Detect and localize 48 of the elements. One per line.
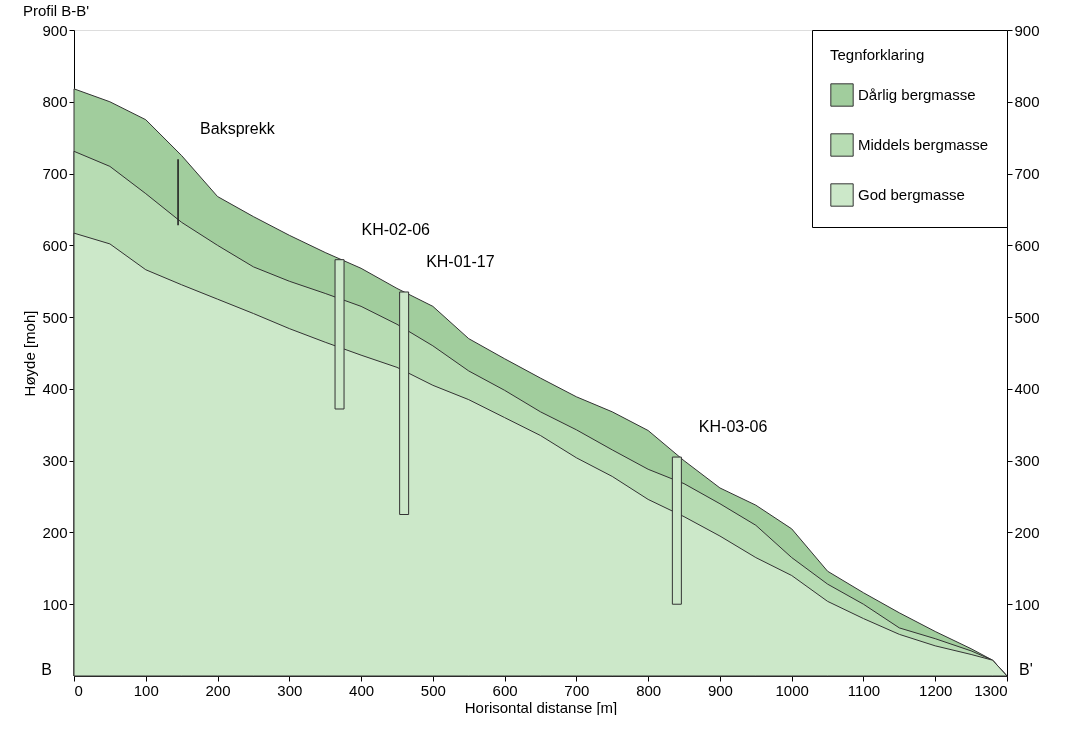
bar — [671, 456, 682, 605]
y-axis-title: Høyde [moh] — [21, 310, 39, 397]
y-tick-label: 100 — [42, 595, 68, 613]
x-tick-label: 900 — [707, 681, 733, 699]
y-tick-label: 800 — [42, 93, 68, 111]
legend-label: God bergmasse — [858, 186, 965, 203]
y2-tick-label: 100 — [1014, 595, 1040, 613]
x-tick-label: 800 — [636, 681, 662, 699]
y2-tick-label: 900 — [1014, 21, 1040, 39]
y-tick-label: 500 — [42, 308, 68, 326]
bar — [334, 259, 345, 410]
y2-tick-label: 500 — [1014, 308, 1040, 326]
x-tick-label: 100 — [133, 681, 159, 699]
y2-tick-label: 700 — [1014, 165, 1040, 183]
y-tick-label: 600 — [42, 236, 68, 254]
y-tick-label: 700 — [42, 165, 68, 183]
legend-label: Dårlig bergmasse — [858, 86, 976, 103]
x-tick-label: 1300 — [974, 681, 1008, 699]
x-axis-title: Horisontal distanse [m] — [464, 698, 618, 716]
annotation: KH-02-06 — [361, 220, 431, 238]
y2-tick-label: 300 — [1014, 452, 1040, 470]
y2-tick-label: 600 — [1014, 236, 1040, 254]
y2-tick-label: 200 — [1014, 523, 1040, 541]
y2-tick-label: 400 — [1014, 380, 1040, 398]
x-tick-label: 400 — [349, 681, 375, 699]
annotation: B — [41, 661, 52, 678]
annotation: KH-01-17 — [426, 252, 495, 270]
legend-title: Tegnforklaring — [830, 46, 925, 63]
annotation: KH-03-06 — [698, 418, 768, 436]
x-tick-label: 300 — [277, 681, 303, 699]
x-tick-label: 200 — [205, 681, 231, 699]
y2-tick-label: 800 — [1014, 93, 1040, 111]
y-tick-label: 300 — [42, 452, 68, 470]
annotation: Baksprekk — [200, 120, 276, 138]
y-tick-label: 900 — [42, 21, 68, 39]
legend-label: Middels bergmasse — [858, 136, 989, 153]
x-tick-label: 1000 — [775, 681, 809, 699]
x-tick-label: 0 — [74, 681, 83, 699]
bar — [399, 291, 410, 515]
y-tick-label: 400 — [42, 380, 68, 398]
y-tick-label: 200 — [42, 523, 68, 541]
x-tick-label: 700 — [564, 681, 590, 699]
chart-title: Profil B-B' — [22, 2, 90, 19]
annotation: B' — [1019, 661, 1033, 678]
x-tick-label: 1200 — [919, 681, 953, 699]
x-tick-label: 600 — [492, 681, 518, 699]
x-tick-label: 1100 — [847, 681, 881, 699]
x-tick-label: 500 — [420, 681, 446, 699]
